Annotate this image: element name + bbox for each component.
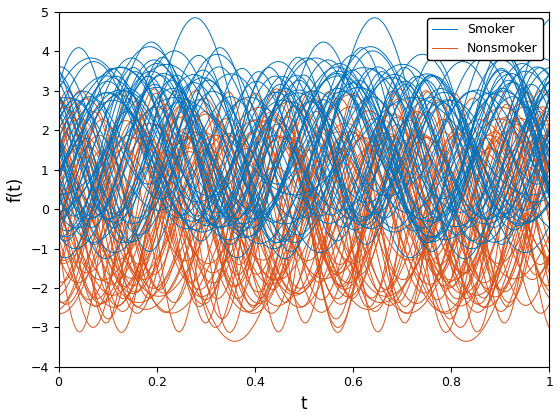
Smoker (293, 88, 300, 93)
Line: Nonsmoker: Nonsmoker (59, 92, 549, 332)
Smoker (536, 84, 543, 89)
Nonsmoker (292, 266, 299, 271)
Smoker (459, 184, 466, 189)
Nonsmoker (126, 89, 133, 94)
Nonsmoker (321, 92, 328, 97)
Smoker (349, 216, 356, 221)
X-axis label: t: t (301, 395, 307, 413)
Line: Smoker: Smoker (59, 76, 549, 219)
Y-axis label: f(t): f(t) (7, 177, 25, 202)
Nonsmoker (55, 238, 62, 243)
Nonsmoker (474, 329, 480, 334)
Nonsmoker (546, 189, 553, 194)
Nonsmoker (536, 123, 543, 129)
Smoker (78, 216, 85, 221)
Smoker (55, 180, 62, 185)
Smoker (323, 177, 329, 182)
Smoker (290, 83, 297, 88)
Nonsmoker (458, 275, 465, 280)
Nonsmoker (289, 285, 296, 290)
Nonsmoker (348, 198, 355, 203)
Smoker (546, 74, 553, 79)
Legend: Smoker, Nonsmoker: Smoker, Nonsmoker (427, 18, 543, 60)
Smoker (279, 74, 286, 79)
